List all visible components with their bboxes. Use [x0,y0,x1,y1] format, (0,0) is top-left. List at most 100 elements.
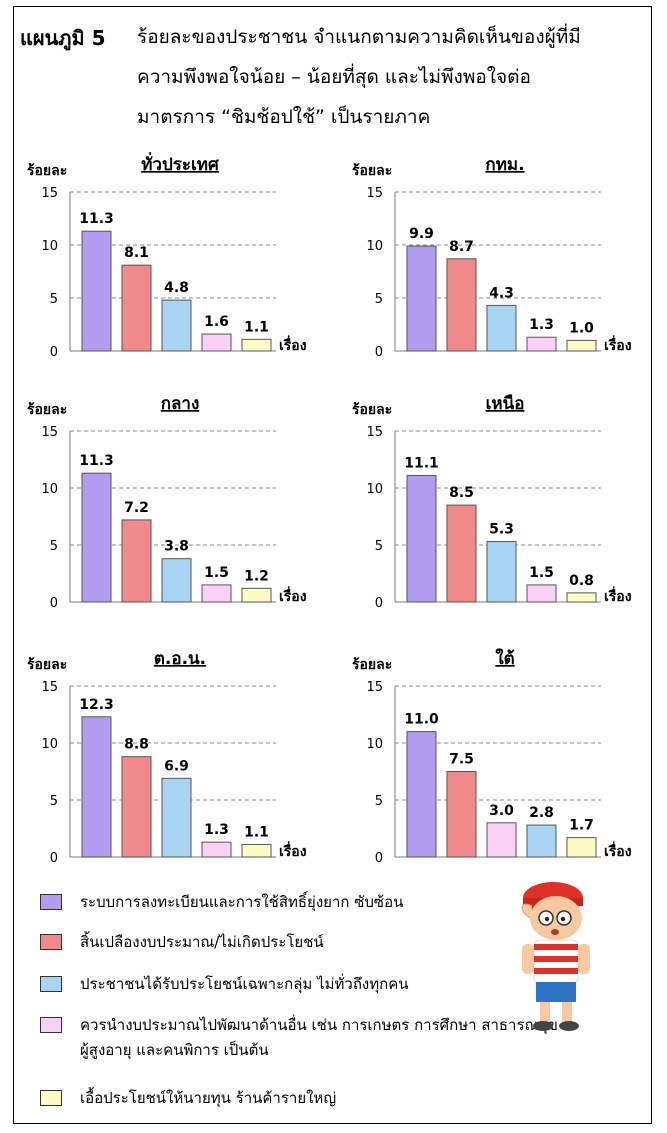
chart-6-ylabel: ร้อยละ [352,657,392,673]
chart-2-data-label-5: 1.0 [569,320,594,336]
chart-4-ytick-label: 10 [366,482,383,497]
chart-3-bar-5 [241,587,272,603]
chart-4-ylabel: ร้อยละ [352,402,392,418]
legend-label-3: ประชาชนได้รับประโยชน์เฉพาะกลุ่ม ไม่ทั่วถ… [80,975,409,993]
chart-2-bar-2 [446,258,477,352]
chart-1-ytick-label: 5 [50,292,58,307]
legend-swatch-1 [40,894,62,910]
chart-1-ylabel: ร้อยละ [27,163,67,179]
chart-6-ytick-label: 10 [366,737,383,752]
chart-5-bar-3 [161,777,192,858]
chart-1-bar-5 [241,338,272,352]
chart-3-data-label-1: 11.3 [79,453,114,469]
chart-2-data-label-1: 9.9 [409,226,434,242]
legend-swatch-2 [40,934,62,950]
cartoon-boy-illustration [521,882,590,1031]
chart-6-data-label-4: 2.8 [529,805,554,821]
chart-5-data-label-3: 6.9 [164,758,189,774]
chart-3-data-label-2: 7.2 [124,500,149,516]
chart-4-title: เหนือ [486,393,525,414]
chart-2-data-label-3: 4.3 [489,285,514,301]
chart-1-title: ทั่วประเทศ [141,152,220,175]
chart-6-title: ใต้ [495,648,514,669]
chart-4-bar-4 [526,584,557,603]
chart-4-bar-3 [486,541,517,603]
chart-5-bar-5 [241,843,272,858]
legend-swatch-4 [40,1017,62,1033]
chart-6-bar-3 [486,822,517,858]
chart-6-data-label-3: 3.0 [489,803,514,819]
chart-1-data-label-2: 8.1 [124,245,149,261]
chart-4-ytick-label: 15 [366,425,383,440]
chart-2-data-label-2: 8.7 [449,239,474,255]
chart-6-bar-5 [566,837,597,858]
chart-3-ytick-label: 10 [41,482,58,497]
chart-3-ytick-label: 0 [50,596,58,611]
chart-4-ytick-label: 5 [375,539,383,554]
figure-title-line-3: มาตรการ “ชิมช้อปใช้” เป็นรายภาค [137,106,431,128]
chart-6-bar-1 [406,731,437,858]
chart-5-ytick-label: 10 [41,737,58,752]
chart-5-ylabel: ร้อยละ [27,657,67,673]
chart-5-data-label-1: 12.3 [79,697,114,713]
chart-1-data-label-5: 1.1 [244,319,269,335]
chart-6-ytick-label: 0 [375,851,383,866]
chart-5-data-label-4: 1.3 [204,822,229,838]
chart-2-ylabel: ร้อยละ [352,163,392,179]
chart-2-ytick-label: 5 [375,292,383,307]
chart-3-bar-4 [201,584,232,603]
legend-label-4: ควรนำงบประมาณไปพัฒนาด้านอื่น เช่น การเกษ… [80,1016,558,1034]
chart-4-data-label-2: 8.5 [449,485,474,501]
chart-3-bar-2 [121,519,152,603]
figure-title-line-2: ความพึงพอใจน้อย – น้อยที่สุด และไม่พึงพอ… [137,66,531,88]
legend-swatch-5 [40,1090,62,1106]
chart-3-ylabel: ร้อยละ [27,402,67,418]
chart-2-bar-3 [486,304,517,352]
chart-3-data-label-5: 1.2 [244,568,269,584]
legend-label-4-line-2: ผู้สูงอายุ และคนพิการ เป็นต้น [80,1041,269,1059]
chart-1-data-label-1: 11.3 [79,211,114,227]
legend-swatch-3 [40,976,62,992]
chart-5-bar-4 [201,841,232,858]
figure-frame [13,6,652,1124]
chart-5-title: ต.อ.น. [154,649,206,669]
chart-2-bar-1 [406,245,437,352]
chart-6-bar-4 [526,824,557,858]
chart-6-data-label-2: 7.5 [449,752,474,768]
chart-6-data-label-1: 11.0 [404,712,439,728]
chart-6-xlabel: เรื่อง [604,841,632,860]
chart-1-data-label-3: 4.8 [164,280,189,296]
chart-6-bar-2 [446,771,477,858]
chart-3-data-label-3: 3.8 [164,539,189,555]
chart-4-data-label-1: 11.1 [404,455,439,471]
chart-4-bar-5 [566,592,597,603]
chart-3-ytick-label: 5 [50,539,58,554]
chart-5-bar-2 [121,756,152,858]
chart-3-data-label-4: 1.5 [204,565,229,581]
chart-6-ytick-label: 15 [366,680,383,695]
chart-4-data-label-4: 1.5 [529,565,554,581]
chart-4-xlabel: เรื่อง [604,586,632,605]
chart-2-bar-5 [566,339,597,352]
chart-5-ytick-label: 5 [50,794,58,809]
chart-4-data-label-3: 5.3 [489,522,514,538]
legend-label-1: ระบบการลงทะเบียนและการใช้สิทธิ์ยุ่งยาก ซ… [80,893,404,911]
chart-2-bar-4 [526,336,557,352]
chart-4-bar-1 [406,474,437,603]
chart-3-bar-1 [81,472,112,603]
chart-3-xlabel: เรื่อง [279,586,307,605]
chart-4-ytick-label: 0 [375,596,383,611]
legend-label-2: สิ้นเปลืองงบประมาณ/ไม่เกิดประโยชน์ [80,933,324,951]
chart-5-data-label-5: 1.1 [244,824,269,840]
legend-label-5: เอื้อประโยชน์ให้นายทุน ร้านค้ารายใหญ่ [80,1089,337,1107]
chart-1-ytick-label: 0 [50,345,58,360]
chart-1-bar-2 [121,264,152,352]
chart-3-bar-3 [161,558,192,603]
chart-3-title: กลาง [161,394,200,414]
chart-2-ytick-label: 10 [366,239,383,254]
chart-5-data-label-2: 8.8 [124,737,149,753]
chart-6-data-label-5: 1.7 [569,818,594,834]
figure-title-line-1: ร้อยละของประชาชน จำแนกตามความคิดเห็นของผ… [137,26,581,48]
chart-5-bar-1 [81,716,112,858]
